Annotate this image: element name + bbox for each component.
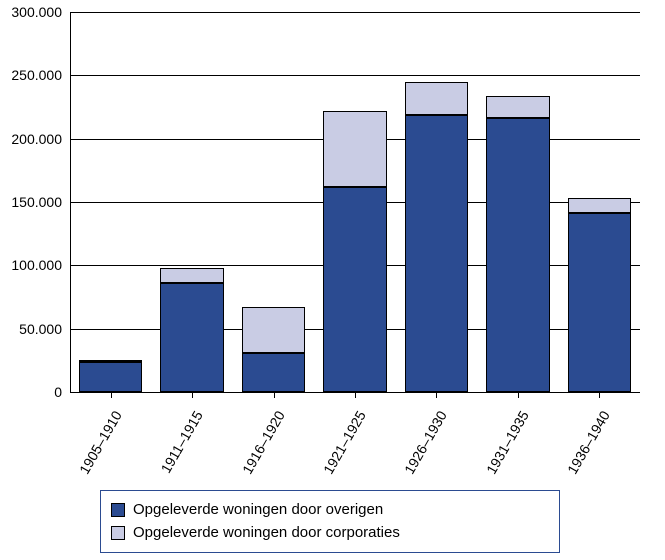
x-tick-label: 1926–1930 <box>401 408 450 477</box>
x-tick-label: 1936–1940 <box>564 408 613 477</box>
bar-segment-overigen <box>242 353 306 392</box>
y-tick-label: 300.000 <box>11 4 70 20</box>
x-tick-label: 1916–1920 <box>239 408 288 477</box>
y-tick-label: 50.000 <box>19 321 70 337</box>
bar-segment-overigen <box>79 362 143 392</box>
bar-segment-overigen <box>486 118 550 392</box>
legend-label: Opgeleverde woningen door overigen <box>133 499 383 522</box>
bar-group <box>242 307 306 392</box>
bar-segment-corporaties <box>242 307 306 353</box>
y-gridline <box>70 75 640 76</box>
legend-swatch <box>111 526 125 540</box>
bar-segment-corporaties <box>486 96 550 119</box>
bar-group <box>79 360 143 392</box>
bar-group <box>568 198 632 392</box>
y-tick-label: 100.000 <box>11 257 70 273</box>
y-gridline <box>70 12 640 13</box>
bar-group <box>405 82 469 392</box>
x-tick <box>355 392 356 398</box>
legend-item: Opgeleverde woningen door overigen <box>111 499 549 522</box>
y-tick-label: 150.000 <box>11 194 70 210</box>
x-tick-label: 1921–1925 <box>320 408 369 477</box>
bar-segment-corporaties <box>568 198 632 213</box>
legend-label: Opgeleverde woningen door corporaties <box>133 522 400 545</box>
x-tick-label: 1931–1935 <box>483 408 532 477</box>
bar-segment-overigen <box>568 213 632 392</box>
bar-segment-corporaties <box>160 268 224 283</box>
bar-group <box>323 111 387 392</box>
x-tick-label: 1905–1910 <box>76 408 125 477</box>
x-tick <box>111 392 112 398</box>
y-tick-label: 0 <box>54 384 70 400</box>
legend-item: Opgeleverde woningen door corporaties <box>111 522 549 545</box>
plot-area: 050.000100.000150.000200.000250.000300.0… <box>70 12 640 392</box>
y-axis <box>70 12 71 392</box>
x-tick <box>274 392 275 398</box>
bar-segment-overigen <box>160 283 224 392</box>
x-tick <box>436 392 437 398</box>
x-tick <box>599 392 600 398</box>
bar-segment-overigen <box>323 187 387 392</box>
bar-segment-overigen <box>405 115 469 392</box>
stacked-bar-chart: 0 50.000 100.000 150.000 200.000 250.000 300.0… <box>0 0 665 560</box>
x-tick-label: 1911–1915 <box>158 408 206 476</box>
y-tick-label: 250.000 <box>11 67 70 83</box>
bar-group <box>160 268 224 392</box>
legend-swatch <box>111 503 125 517</box>
legend: Opgeleverde woningen door overigenOpgele… <box>100 490 560 553</box>
y-tick-label: 200.000 <box>11 131 70 147</box>
bar-segment-corporaties <box>405 82 469 115</box>
bar-group <box>486 96 550 392</box>
x-tick <box>518 392 519 398</box>
bar-segment-corporaties <box>79 360 143 362</box>
x-tick <box>192 392 193 398</box>
bar-segment-corporaties <box>323 111 387 187</box>
